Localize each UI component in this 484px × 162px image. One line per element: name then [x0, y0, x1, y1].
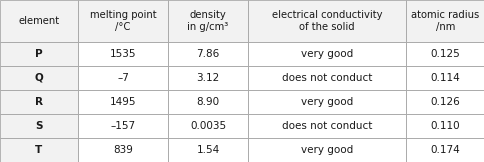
Text: 1.54: 1.54 — [196, 145, 219, 155]
Text: 7.86: 7.86 — [196, 49, 219, 59]
Bar — [247, 42, 405, 66]
Bar — [0, 90, 78, 114]
Bar — [167, 138, 247, 162]
Bar — [405, 66, 484, 90]
Bar — [78, 66, 167, 90]
Bar — [405, 138, 484, 162]
Text: S: S — [35, 121, 43, 131]
Bar — [247, 90, 405, 114]
Bar — [247, 42, 405, 66]
Text: 0.110: 0.110 — [430, 121, 459, 131]
Text: element: element — [18, 16, 60, 26]
Bar — [78, 42, 167, 66]
Text: very good: very good — [300, 145, 352, 155]
Text: 0.114: 0.114 — [430, 73, 459, 83]
Text: melting point
/°C: melting point /°C — [90, 10, 156, 32]
Bar — [405, 0, 484, 42]
Text: does not conduct: does not conduct — [281, 73, 371, 83]
Bar — [0, 114, 78, 138]
Bar — [405, 66, 484, 90]
Bar — [167, 0, 247, 42]
Text: atomic radius
/nm: atomic radius /nm — [410, 10, 479, 32]
Bar — [78, 66, 167, 90]
Bar — [167, 114, 247, 138]
Text: T: T — [35, 145, 43, 155]
Bar — [405, 114, 484, 138]
Bar — [247, 66, 405, 90]
Bar — [167, 66, 247, 90]
Bar — [0, 138, 78, 162]
Bar — [0, 66, 78, 90]
Bar — [0, 138, 78, 162]
Bar — [247, 138, 405, 162]
Bar — [167, 66, 247, 90]
Bar — [0, 42, 78, 66]
Bar — [405, 90, 484, 114]
Bar — [78, 114, 167, 138]
Text: 0.174: 0.174 — [430, 145, 459, 155]
Bar — [78, 90, 167, 114]
Text: 0.126: 0.126 — [430, 97, 459, 107]
Bar — [0, 0, 78, 42]
Text: 0.125: 0.125 — [430, 49, 459, 59]
Text: does not conduct: does not conduct — [281, 121, 371, 131]
Text: 0.0035: 0.0035 — [190, 121, 226, 131]
Text: very good: very good — [300, 97, 352, 107]
Bar — [405, 42, 484, 66]
Bar — [78, 138, 167, 162]
Bar — [247, 0, 405, 42]
Bar — [78, 90, 167, 114]
Text: –157: –157 — [110, 121, 136, 131]
Bar — [0, 114, 78, 138]
Bar — [167, 42, 247, 66]
Bar — [78, 114, 167, 138]
Bar — [247, 90, 405, 114]
Bar — [167, 90, 247, 114]
Text: –7: –7 — [117, 73, 129, 83]
Bar — [247, 0, 405, 42]
Bar — [78, 138, 167, 162]
Bar — [0, 42, 78, 66]
Text: density
in g/cm³: density in g/cm³ — [187, 10, 228, 32]
Text: R: R — [35, 97, 43, 107]
Bar — [247, 66, 405, 90]
Text: electrical conductivity
of the solid: electrical conductivity of the solid — [271, 10, 381, 32]
Bar — [167, 42, 247, 66]
Text: 1535: 1535 — [109, 49, 136, 59]
Bar — [167, 138, 247, 162]
Bar — [167, 0, 247, 42]
Bar — [405, 90, 484, 114]
Bar — [405, 138, 484, 162]
Bar — [247, 114, 405, 138]
Bar — [167, 90, 247, 114]
Bar — [0, 90, 78, 114]
Bar — [167, 114, 247, 138]
Text: 3.12: 3.12 — [196, 73, 219, 83]
Bar — [405, 42, 484, 66]
Text: very good: very good — [300, 49, 352, 59]
Bar — [405, 0, 484, 42]
Bar — [78, 0, 167, 42]
Bar — [405, 114, 484, 138]
Bar — [247, 138, 405, 162]
Text: 8.90: 8.90 — [196, 97, 219, 107]
Text: 839: 839 — [113, 145, 133, 155]
Text: Q: Q — [34, 73, 43, 83]
Text: 1495: 1495 — [109, 97, 136, 107]
Bar — [0, 66, 78, 90]
Text: P: P — [35, 49, 43, 59]
Bar — [78, 0, 167, 42]
Bar — [247, 114, 405, 138]
Bar — [78, 42, 167, 66]
Bar — [0, 0, 78, 42]
